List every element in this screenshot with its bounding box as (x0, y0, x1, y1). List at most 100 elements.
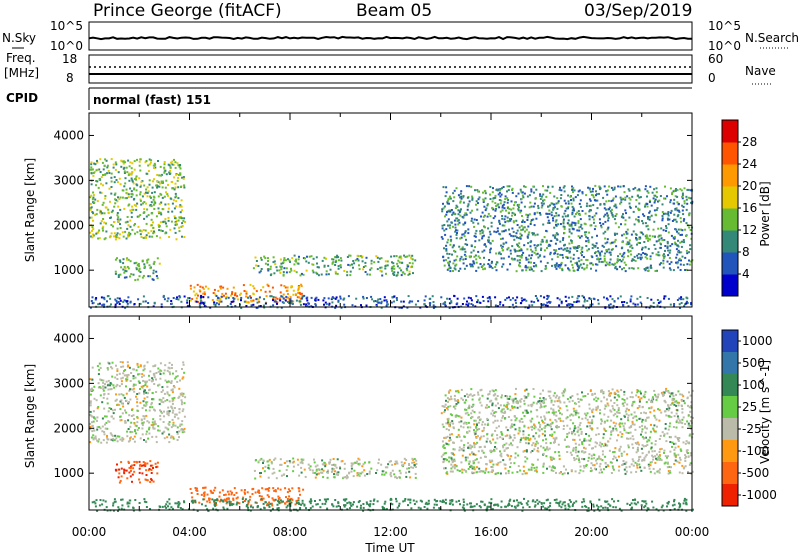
heatmap-cell (539, 406, 542, 409)
heatmap-cell (679, 263, 682, 266)
heatmap-cell (274, 299, 277, 301)
heatmap-cell (123, 374, 126, 377)
heatmap-cell (466, 205, 469, 208)
heatmap-cell (191, 496, 194, 499)
heatmap-cell (150, 469, 153, 471)
heatmap-cell (384, 267, 387, 270)
heatmap-cell (182, 430, 185, 432)
heatmap-cell (133, 204, 136, 207)
heatmap-cell (613, 232, 616, 235)
heatmap-cell (482, 300, 485, 302)
heatmap-cell (576, 269, 579, 271)
heatmap-cell (588, 204, 591, 207)
heatmap-cell (553, 411, 556, 414)
heatmap-cell (587, 186, 590, 189)
heatmap-cell (606, 212, 609, 215)
heatmap-cell (310, 255, 313, 258)
heatmap-cell (189, 284, 192, 287)
heatmap-cell (629, 245, 632, 248)
heatmap-cell (467, 304, 470, 307)
heatmap-cell (617, 260, 620, 263)
heatmap-cell (535, 217, 538, 220)
heatmap-cell (574, 246, 577, 249)
heatmap-cell (174, 161, 177, 164)
heatmap-cell (556, 197, 559, 200)
heatmap-cell (196, 283, 199, 286)
heatmap-cell (565, 300, 568, 303)
heatmap-cell (678, 461, 681, 464)
heatmap-cell (580, 248, 583, 251)
heatmap-cell (332, 297, 335, 299)
heatmap-cell (658, 438, 661, 440)
heatmap-cell (314, 299, 317, 302)
heatmap-cell (156, 461, 159, 464)
heatmap-cell (631, 404, 634, 407)
heatmap-cell (523, 244, 526, 247)
heatmap-cell (143, 365, 146, 368)
heatmap-cell (155, 235, 158, 238)
heatmap-cell (98, 178, 101, 181)
heatmap-cell (675, 220, 678, 223)
heatmap-cell (553, 215, 556, 218)
heatmap-cell (203, 486, 206, 489)
heatmap-cell (450, 300, 453, 303)
heatmap-cell (139, 437, 142, 440)
heatmap-cell (153, 208, 156, 210)
heatmap-cell (98, 229, 101, 232)
heatmap-cell (380, 300, 383, 303)
heatmap-cell (654, 440, 657, 442)
heatmap-cell (611, 208, 613, 211)
heatmap-cell (312, 257, 315, 260)
heatmap-cell (572, 191, 574, 193)
heatmap-cell (487, 422, 490, 425)
heatmap-cell (115, 385, 118, 388)
heatmap-cell (232, 498, 235, 501)
heatmap-cell (452, 448, 455, 451)
heatmap-cell (660, 243, 662, 246)
heatmap-cell (170, 302, 173, 305)
heatmap-cell (534, 469, 536, 472)
heatmap-cell (89, 404, 92, 407)
heatmap-cell (604, 264, 607, 267)
heatmap-cell (511, 245, 514, 248)
heatmap-cell (657, 301, 660, 304)
heatmap-cell (667, 218, 669, 221)
heatmap-cell (89, 428, 92, 431)
heatmap-cell (133, 390, 136, 393)
heatmap-cell (293, 254, 296, 257)
heatmap-cell (169, 373, 171, 376)
heatmap-cell (640, 412, 643, 415)
heatmap-cell (89, 441, 92, 444)
heatmap-cell (162, 294, 165, 297)
heatmap-cell (504, 215, 507, 218)
heatmap-cell (347, 263, 350, 266)
heatmap-cell (283, 267, 286, 270)
heatmap-cell (220, 300, 223, 303)
heatmap-cell (469, 447, 472, 450)
heatmap-cell (545, 241, 548, 243)
heatmap-cell (622, 460, 625, 462)
heatmap-cell (189, 488, 192, 490)
heatmap-cell (448, 226, 451, 229)
heatmap-cell (460, 195, 463, 198)
heatmap-cell (532, 218, 535, 221)
heatmap-cell (544, 265, 547, 267)
heatmap-cell (680, 251, 683, 254)
heatmap-cell (502, 263, 505, 266)
heatmap-cell (141, 259, 144, 262)
heatmap-cell (584, 233, 587, 236)
heatmap-cell (648, 218, 651, 221)
heatmap-cell (182, 361, 185, 364)
heatmap-cell (127, 440, 130, 443)
heatmap-cell (279, 271, 282, 274)
heatmap-cell (539, 243, 542, 246)
heatmap-cell (229, 501, 232, 503)
heatmap-cell (470, 303, 473, 305)
heatmap-cell (637, 460, 640, 462)
heatmap-cell (120, 461, 123, 464)
heatmap-cell (594, 251, 597, 253)
heatmap-cell (135, 432, 137, 435)
heatmap-cell (137, 225, 140, 228)
heatmap-cell (96, 428, 99, 431)
heatmap-cell (591, 419, 594, 422)
